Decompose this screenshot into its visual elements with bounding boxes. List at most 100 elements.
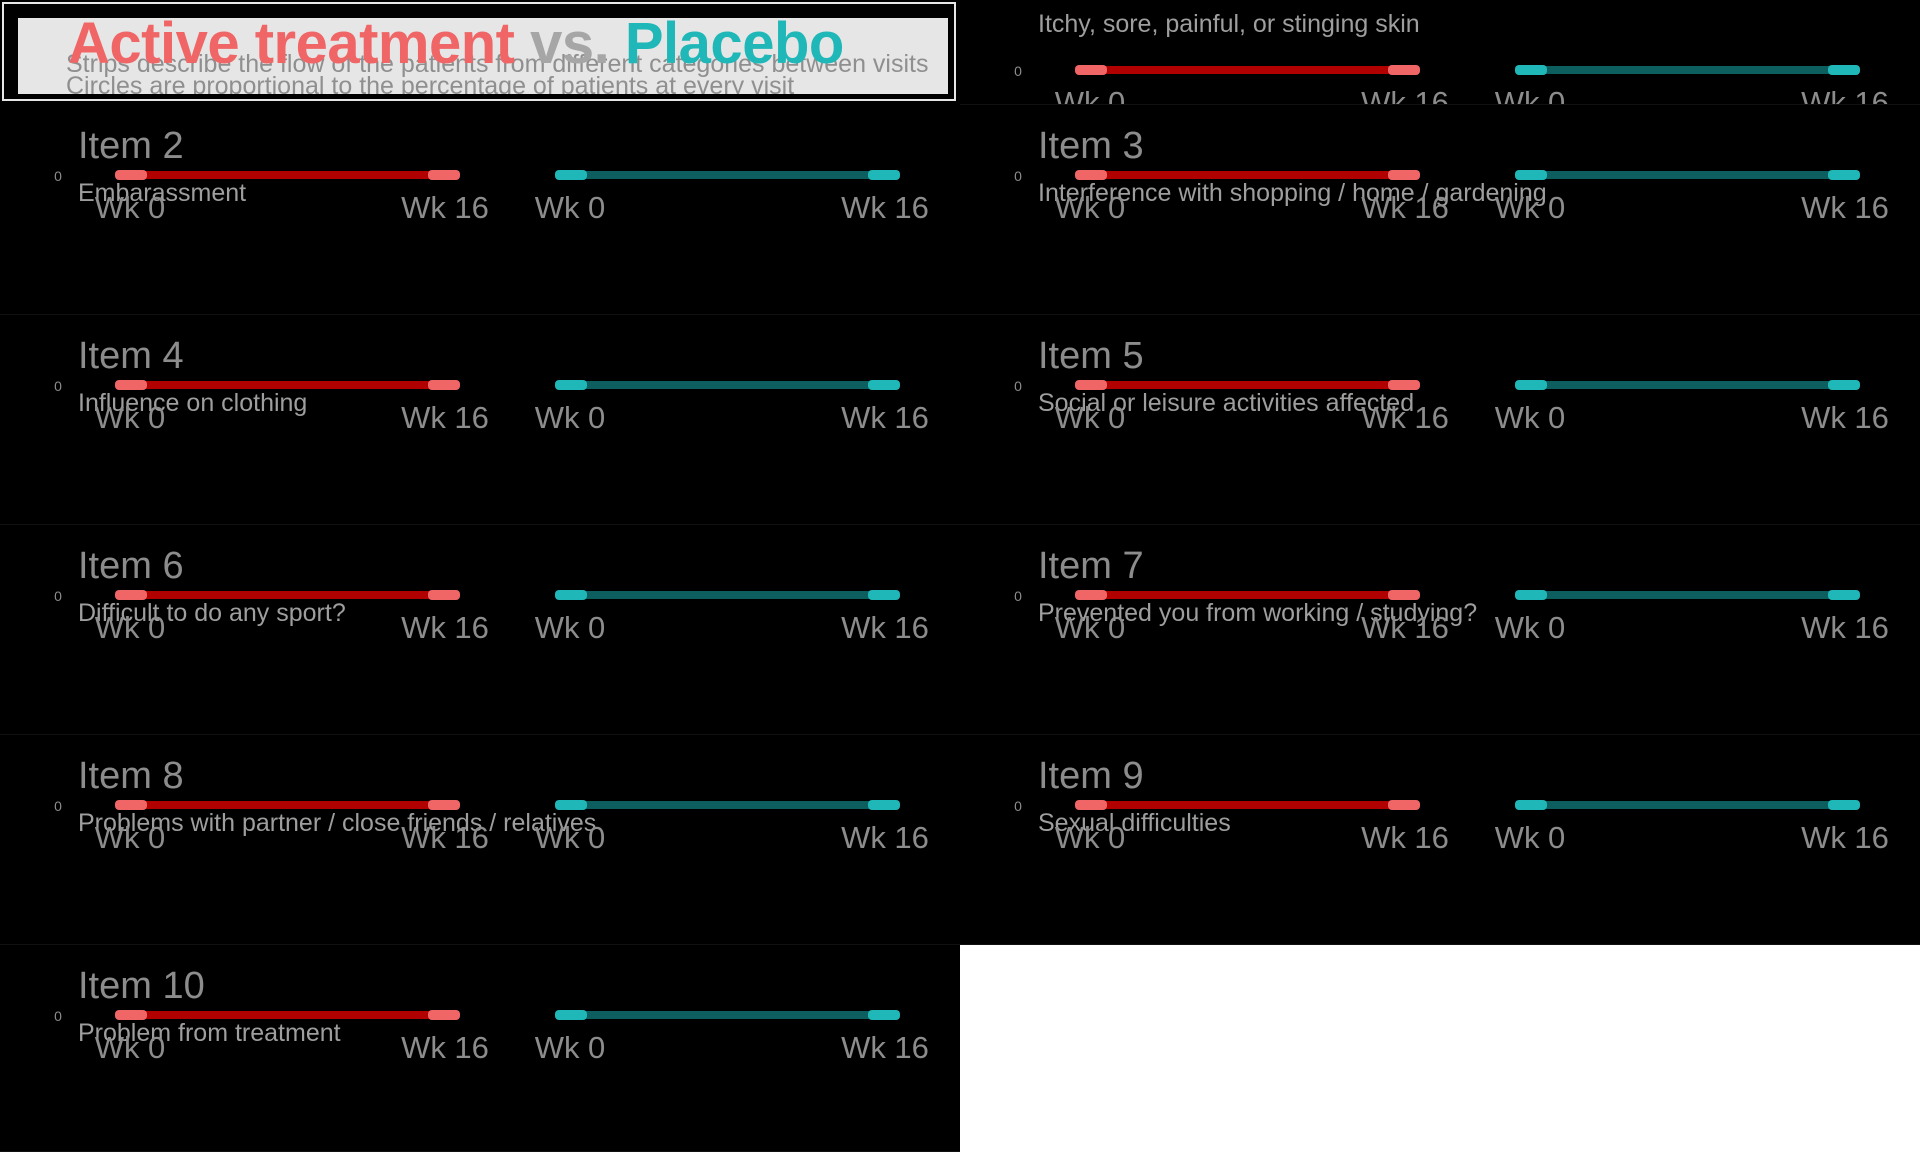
x-tick-label-wk16: Wk 16 [841, 400, 929, 435]
active-flow-strip [130, 1011, 445, 1019]
placebo-node-wk0 [1515, 65, 1547, 75]
item-5-panel: Item 5 Social or leisure activities affe… [960, 315, 1920, 525]
item-question: Problem from treatment [78, 1019, 341, 1047]
x-tick-label-wk16: Wk 16 [841, 190, 929, 225]
item-3-panel: Item 3 Interference with shopping / home… [960, 105, 1920, 315]
x-tick-label-wk0: Wk 0 [535, 820, 606, 855]
item-title: Item 8 [78, 755, 184, 797]
placebo-node-wk0 [1515, 170, 1547, 180]
active-flow-strip [1090, 801, 1405, 809]
title-active: Active treatment [68, 18, 515, 76]
active-flow-strip [130, 801, 445, 809]
item-question: Sexual difficulties [1038, 809, 1231, 837]
subtitle-line-1: Strips describe the flow of the patients… [66, 50, 929, 78]
active-flow-strip [1090, 381, 1405, 389]
active-node-wk16 [1388, 170, 1420, 180]
active-node-wk0 [115, 380, 147, 390]
placebo-node-wk0 [555, 1010, 587, 1020]
placebo-flow-strip [570, 381, 885, 389]
active-node-wk16 [428, 800, 460, 810]
active-flow-strip [1090, 66, 1405, 74]
item-10-panel: Item 10 Problem from treatment 0 Wk 0 Wk 1… [0, 945, 960, 1152]
subtitle-line-2: Circles are proportional to the percenta… [66, 72, 795, 94]
active-node-wk0 [115, 1010, 147, 1020]
x-tick-label-wk16: Wk 16 [401, 1030, 489, 1065]
item-title: Item 2 [78, 125, 184, 167]
x-tick-label-wk0: Wk 0 [1495, 400, 1566, 435]
x-tick-label-wk0: Wk 0 [1495, 820, 1566, 855]
x-tick-label-wk16: Wk 16 [1801, 610, 1889, 645]
y-axis-tick-label: 0 [1014, 168, 1022, 184]
placebo-flow-strip [570, 801, 885, 809]
active-node-wk0 [1075, 65, 1107, 75]
x-tick-label-wk16: Wk 16 [841, 820, 929, 855]
placebo-node-wk16 [868, 590, 900, 600]
x-tick-label-wk0: Wk 0 [95, 1030, 166, 1065]
y-axis-tick-label: 0 [54, 798, 62, 814]
y-axis-tick-label: 0 [54, 378, 62, 394]
x-tick-label-wk0: Wk 0 [535, 610, 606, 645]
active-node-wk16 [428, 590, 460, 600]
y-axis-tick-label: 0 [1014, 378, 1022, 394]
item-title: Item 6 [78, 545, 184, 587]
item-4-panel: Item 4 Influence on clothing 0 Wk 0 Wk 16 W… [0, 315, 960, 525]
x-tick-label-wk0: Wk 0 [535, 190, 606, 225]
active-node-wk16 [428, 1010, 460, 1020]
y-axis-tick-label: 0 [1014, 588, 1022, 604]
active-node-wk0 [1075, 170, 1107, 180]
placebo-flow-strip [570, 1011, 885, 1019]
placebo-node-wk0 [555, 590, 587, 600]
item-7-panel: Item 7 Prevented you from working / stud… [960, 525, 1920, 735]
placebo-flow-strip [1530, 171, 1845, 179]
item-title: Item 3 [1038, 125, 1144, 167]
placebo-node-wk16 [1828, 800, 1860, 810]
active-node-wk16 [1388, 590, 1420, 600]
placebo-node-wk0 [555, 380, 587, 390]
item-6-panel: Item 6 Difficult to do any sport? 0 Wk 0 W… [0, 525, 960, 735]
x-tick-label-wk16: Wk 16 [1801, 400, 1889, 435]
x-tick-label-wk16: Wk 16 [1361, 820, 1449, 855]
item-title: Item 4 [78, 335, 184, 377]
x-tick-label-wk0: Wk 0 [95, 400, 166, 435]
x-tick-label-wk0: Wk 0 [1055, 190, 1126, 225]
chart-title: Active treatment vs. Placebo [68, 18, 844, 77]
active-node-wk0 [115, 800, 147, 810]
header-panel: Strips describe the flow of the patients… [0, 0, 960, 105]
placebo-node-wk0 [1515, 590, 1547, 600]
active-flow-strip [130, 171, 445, 179]
item-title: Item 9 [1038, 755, 1144, 797]
x-tick-label-wk16: Wk 16 [1801, 820, 1889, 855]
x-tick-label-wk0: Wk 0 [535, 1030, 606, 1065]
x-tick-label-wk16: Wk 16 [1801, 190, 1889, 225]
placebo-node-wk0 [1515, 380, 1547, 390]
x-tick-label-wk0: Wk 0 [1055, 610, 1126, 645]
item-question: Influence on clothing [78, 389, 308, 417]
placebo-flow-strip [570, 171, 885, 179]
placebo-node-wk0 [1515, 800, 1547, 810]
placebo-flow-strip [1530, 66, 1845, 74]
active-node-wk16 [1388, 65, 1420, 75]
placebo-node-wk16 [1828, 380, 1860, 390]
header-frame: Strips describe the flow of the patients… [2, 2, 956, 101]
x-tick-label-wk16: Wk 16 [401, 400, 489, 435]
placebo-node-wk16 [868, 380, 900, 390]
placebo-node-wk16 [868, 1010, 900, 1020]
item-1-panel: Item 1 Itchy, sore, painful, or stinging… [960, 0, 1920, 105]
item-2-panel: Item 2 Embarassment 0 Wk 0 Wk 16 Wk 0 Wk 16 [0, 105, 960, 315]
x-tick-label-wk16: Wk 16 [841, 1030, 929, 1065]
x-tick-label-wk0: Wk 0 [1055, 400, 1126, 435]
y-axis-tick-label: 0 [54, 1008, 62, 1024]
x-tick-label-wk16: Wk 16 [401, 610, 489, 645]
item-9-panel: Item 9 Sexual difficulties 0 Wk 0 Wk 16 Wk … [960, 735, 1920, 945]
active-node-wk16 [1388, 380, 1420, 390]
title-placebo: Placebo [624, 18, 844, 76]
placebo-flow-strip [1530, 801, 1845, 809]
active-node-wk16 [428, 170, 460, 180]
x-tick-label-wk16: Wk 16 [1361, 190, 1449, 225]
active-node-wk16 [1388, 800, 1420, 810]
item-question: Difficult to do any sport? [78, 599, 346, 627]
x-tick-label-wk16: Wk 16 [401, 190, 489, 225]
active-node-wk0 [115, 170, 147, 180]
x-tick-label-wk16: Wk 16 [1361, 85, 1449, 105]
item-question: Problems with partner / close friends / … [78, 809, 597, 837]
